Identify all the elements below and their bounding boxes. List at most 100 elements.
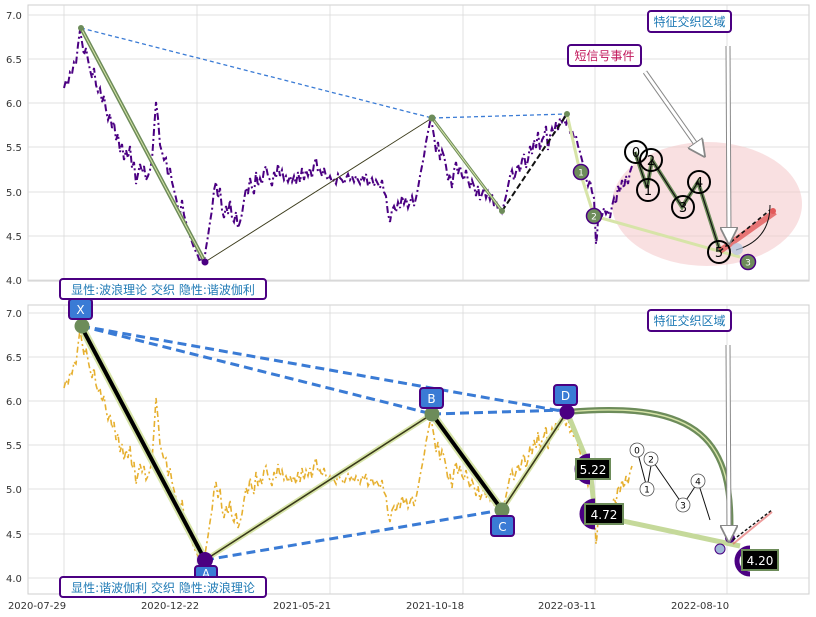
xtick-5: 2022-03-11 [538,601,596,612]
harmonic-bd-dash [431,408,568,416]
top-wave-cd [501,113,568,212]
harmonic-xb-dash [80,324,433,416]
bottom-wave-circle-3 [675,497,691,513]
bottom-red-projection [732,511,773,545]
top-wave-label-2: 2 [647,154,655,169]
price-target-4.20: 4.20 [734,545,779,577]
top-blue-dash-1 [80,27,433,119]
harmonic-cd [501,411,568,511]
top-arrow-region [728,45,729,236]
bottom-region-label: 特征交织区域 [653,313,725,328]
bottom-plot-frame [27,304,810,595]
top-short-signal-box [567,44,642,67]
top-wave-circle-3 [671,195,695,219]
bottom-end-marker-1 [714,543,726,555]
bottom-end-marker-2 [725,533,735,543]
top-region-label-box [647,10,732,33]
bottom-panel: 4.0 4.5 5.0 5.5 6.0 6.5 7.0 2020-07-29 2… [6,298,810,612]
xtick-3: 2021-05-21 [273,601,331,612]
bottom-ytick-5.5: 5.5 [6,441,22,452]
top-point-x [78,25,84,31]
harmonic-dot-b [424,406,440,422]
top-wave-label-1: 1 [644,184,652,199]
top-small-point-1 [572,163,590,181]
top-short-signal-label: 短信号事件 [574,49,634,63]
harmonic-label-box-x [68,298,93,320]
top-wave-circle-2 [639,148,663,172]
top-wave-23 [593,214,741,259]
xtick-1: 2020-07-29 [8,601,66,612]
top-point-c [499,208,505,214]
top-ytick-5.0: 5.0 [6,188,22,199]
top-point-a [201,258,209,266]
top-wave-circle-4 [687,170,711,194]
bottom-wave-circle-4 [690,473,706,489]
harmonic-ac-dash [204,508,503,562]
top-ytick-4.5: 4.5 [6,232,22,243]
xtick-6: 2022-08-10 [671,601,729,612]
top-panel: 4.0 4.5 5.0 5.5 6.0 6.5 7.0 [6,4,810,300]
bottom-ytick-6.0: 6.0 [6,397,22,408]
bottom-wave-circle-2 [643,451,659,467]
top-price-line [63,29,633,266]
top-wave-label-3: 3 [679,201,687,216]
bottom-wave-label-2: 2 [648,456,654,466]
top-blue-dash-2 [431,113,568,119]
top-region-label: 特征交织区域 [653,14,725,29]
harmonic-dot-a [197,552,213,568]
price-target-label-3: 4.20 [747,554,774,568]
top-wave-ab [204,117,433,263]
harmonic-label-d: D [561,389,570,403]
bottom-wave-circle-1 [639,481,655,497]
harmonic-label-c: C [498,520,506,534]
harmonic-dot-d [559,404,575,420]
top-small-label-1: 1 [578,169,584,179]
top-small-label-2: 2 [591,213,597,223]
harmonic-dot-c [494,502,510,518]
bottom-arrow-region [728,344,729,534]
bottom-caption: 显性:谐波伽利 交织 隐性:波浪理论 [71,580,255,595]
harmonic-label-x: X [76,303,84,317]
harmonic-xa [79,325,207,561]
top-wave-circle-1 [636,178,660,202]
bottom-grid [28,305,809,594]
bottom-ytick-4.0: 4.0 [6,574,22,585]
bottom-wave-label-4: 4 [695,478,701,488]
top-ytick-7.0: 7.0 [6,11,22,22]
bottom-ytick-7.0: 7.0 [6,309,22,320]
top-wave-circle-0 [624,140,648,164]
top-ytick-6.0: 6.0 [6,99,22,110]
bottom-black-projection [732,509,773,541]
price-target-4.72: 4.72 [579,498,624,530]
top-caption-box [59,278,267,300]
harmonic-label-box-b [419,387,444,409]
top-target-dot [770,208,776,214]
bottom-ytick-4.5: 4.5 [6,530,22,541]
top-ytick-6.5: 6.5 [6,55,22,66]
price-target-label-1: 5.22 [580,463,607,477]
bottom-wave-label-0: 0 [634,447,640,457]
top-ytick-4.0: 4.0 [6,276,22,287]
harmonic-bc [430,412,504,512]
top-wave-label-5: 5 [715,246,723,261]
top-small-label-3: 3 [745,259,751,269]
harmonic-label-a: A [202,567,211,581]
bottom-region-label-box [647,309,732,332]
top-wave-d1 [565,113,582,173]
harmonic-label-box-c [490,515,515,537]
xtick-4: 2021-10-18 [406,601,464,612]
bottom-caption-box [59,576,267,598]
harmonic-ab [204,413,433,561]
harmonic-label-b: B [427,392,435,406]
top-wave-xa-inner [80,27,206,263]
top-wave-circle-5 [707,240,731,264]
top-small-point-2 [585,207,603,225]
price-target-label-2: 4.72 [591,508,618,522]
xtick-2: 2020-12-22 [141,601,199,612]
top-wave-bc-inner [431,117,503,212]
top-wave-label-0: 0 [632,146,640,161]
top-wave-label-4: 4 [695,176,703,191]
bottom-wave-circle-0 [629,442,645,458]
